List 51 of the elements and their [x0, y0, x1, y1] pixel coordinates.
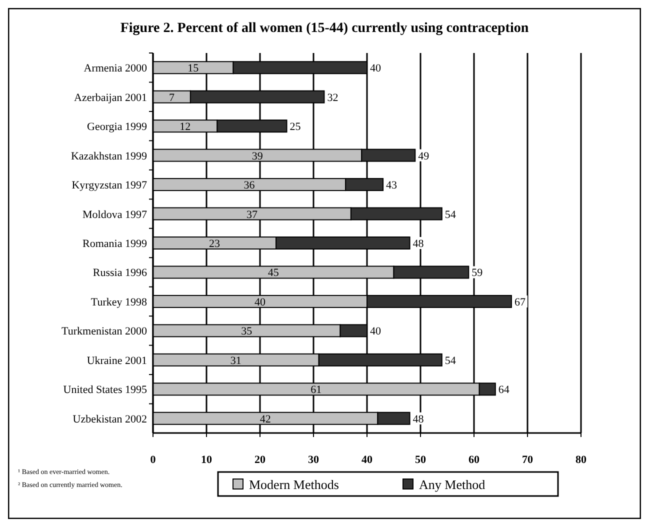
total-label: 32 — [327, 92, 338, 104]
x-tick-label: 10 — [201, 454, 212, 466]
total-label: 67 — [514, 296, 526, 308]
total-label: 48 — [412, 238, 424, 250]
data-label: 7 — [168, 92, 175, 104]
total-label: 48 — [412, 413, 424, 426]
y-tick-label: Turkmenistan 2000 — [62, 326, 148, 338]
y-tick-label: United States 1995 — [63, 384, 148, 396]
y-tick-label: Uzbekistan 2002 — [72, 413, 147, 426]
data-label: 45 — [268, 267, 280, 280]
y-tick-label: Ukraine 2001 — [86, 354, 147, 367]
x-tick-label: 60 — [468, 454, 480, 466]
y-tick-label: Kazakhstan 1999 — [70, 150, 148, 162]
total-label: 43 — [386, 180, 398, 192]
total-label: 40 — [370, 62, 382, 75]
total-label: 25 — [290, 121, 302, 134]
legend-label: Any Method — [419, 477, 486, 492]
data-label: 40 — [254, 296, 266, 308]
total-label: 54 — [444, 208, 456, 221]
total-label: 49 — [418, 150, 430, 162]
legend-label: Modern Methods — [249, 477, 339, 492]
x-tick-label: 50 — [415, 454, 426, 466]
y-tick-label: Moldova 1997 — [82, 208, 148, 221]
total-label: 54 — [444, 354, 456, 367]
data-label: 23 — [209, 238, 221, 250]
y-tick-label: Azerbaijan 2001 — [74, 92, 147, 104]
y-tick-label: Armenia 2000 — [84, 62, 148, 75]
x-tick-label: 20 — [254, 454, 266, 466]
data-label: 37 — [246, 208, 258, 221]
data-label: 36 — [244, 180, 256, 192]
x-tick-label: 30 — [308, 454, 320, 466]
total-label: 59 — [472, 267, 484, 280]
data-label: 39 — [252, 150, 264, 162]
data-label: 35 — [241, 326, 253, 338]
data-label: 42 — [260, 413, 271, 426]
x-tick-label: 40 — [362, 454, 373, 466]
data-label: 12 — [180, 121, 191, 134]
y-tick-label: Kyrgyzstan 1997 — [72, 180, 148, 192]
total-label: 64 — [498, 384, 510, 396]
total-label: 40 — [370, 326, 382, 338]
y-tick-label: Romania 1999 — [82, 238, 148, 250]
x-tick-label: 70 — [522, 454, 534, 466]
y-tick-label: Russia 1996 — [92, 267, 148, 280]
x-tick-label: 0 — [150, 454, 156, 466]
x-tick-label: 80 — [576, 454, 587, 466]
data-label: 15 — [188, 62, 200, 75]
chart-title: Figure 2. Percent of all women (15-44) currently using contraception — [120, 21, 529, 36]
y-tick-label: Turkey 1998 — [90, 296, 148, 308]
y-tick-label: Georgia 1999 — [87, 121, 148, 134]
data-label: 31 — [230, 354, 242, 367]
data-label: 61 — [310, 384, 322, 396]
